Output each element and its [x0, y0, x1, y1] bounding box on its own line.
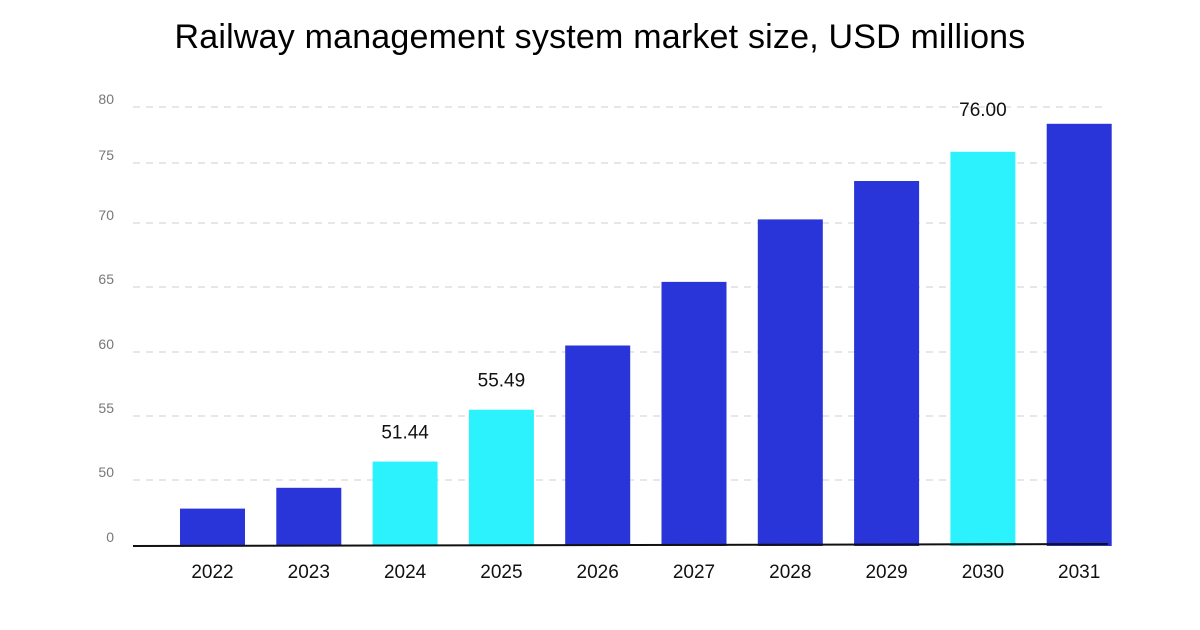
- y-tick-label: 55: [98, 400, 114, 416]
- x-tick-label: 2022: [191, 562, 233, 583]
- data-label-2025: 55.49: [478, 371, 526, 392]
- y-tick-label: 50: [98, 464, 114, 480]
- chart-title: Railway management system market size, U…: [174, 18, 1026, 56]
- bar-2023: [276, 487, 342, 546]
- x-tick-label: 2025: [480, 562, 522, 583]
- bar-2031: [1046, 123, 1112, 547]
- x-tick-label: 2028: [769, 562, 811, 583]
- y-tick-label: 0: [106, 529, 114, 545]
- data-label-2024: 51.44: [381, 423, 429, 444]
- bar-2028: [757, 219, 823, 546]
- x-tick-label: 2029: [865, 562, 907, 583]
- bar-2027: [661, 281, 727, 546]
- x-tick-label: 2031: [1058, 562, 1100, 583]
- x-tick-label: 2026: [577, 562, 619, 583]
- x-tick-label: 2024: [384, 562, 427, 583]
- x-tick-label: 2027: [673, 562, 715, 583]
- bar-2024: [372, 461, 438, 546]
- y-tick-label: 65: [98, 271, 114, 287]
- data-label-2030: 76.00: [959, 100, 1007, 121]
- bar-2030: [950, 151, 1016, 547]
- bar-2029: [854, 181, 920, 546]
- y-tick-label: 60: [98, 336, 114, 352]
- bar-2022: [180, 508, 245, 546]
- y-tick-label: 75: [98, 147, 114, 163]
- x-axis-line: [132, 543, 1109, 547]
- x-tick-label: 2030: [962, 562, 1004, 583]
- bar-2026: [565, 345, 631, 546]
- y-tick-label: 70: [98, 207, 114, 223]
- y-tick-label: 80: [98, 91, 114, 107]
- x-tick-label: 2023: [288, 562, 330, 583]
- bar-2025: [468, 409, 534, 546]
